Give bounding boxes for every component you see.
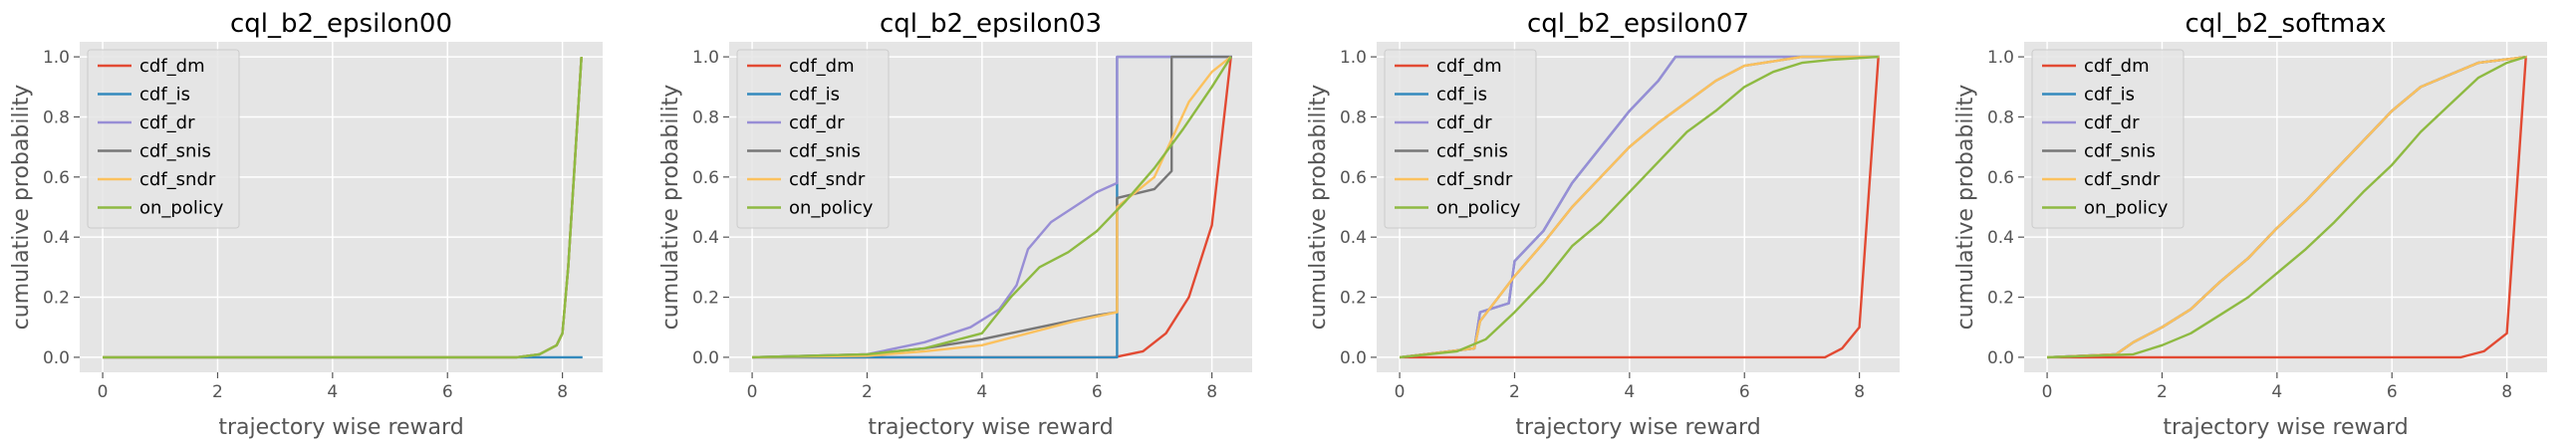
y-tick-label: 0.8 — [692, 108, 719, 127]
legend-label: cdf_sndr — [2084, 169, 2161, 190]
x-tick-label: 8 — [1854, 382, 1865, 402]
chart-panel-1: 0 2 4 6 8 0.0 0.2 0.4 0.6 0.8 1.0 cdf_dm cdf_is cdf_d… — [9, 9, 603, 440]
x-axis-label: trajectory wise reward — [218, 415, 463, 440]
legend-label: on_policy — [1436, 198, 1521, 219]
legend-label: cdf_sndr — [789, 169, 866, 190]
x-tick-label: 8 — [1206, 382, 1217, 402]
y-tick-label: 0.2 — [692, 289, 719, 309]
y-tick-label: 1.0 — [692, 48, 719, 68]
series-line-on-policy — [2047, 55, 2527, 359]
chart-title: cql_b2_softmax — [2185, 9, 2386, 39]
x-tick-label: 0 — [98, 382, 109, 402]
y-tick-label: 0.2 — [43, 289, 70, 309]
y-axis-label: cumulative probability — [1953, 85, 1978, 331]
legend-label: cdf_is — [2084, 85, 2135, 106]
legend-label: on_policy — [139, 198, 224, 219]
x-tick-label: 4 — [327, 382, 338, 402]
series-line-cdf-sndr — [1399, 55, 1880, 359]
y-axis-label: cumulative probability — [658, 85, 683, 331]
legend-label: cdf_dm — [139, 56, 205, 77]
x-tick-label: 4 — [2271, 382, 2282, 402]
series-line-cdf-dr — [1399, 55, 1880, 359]
x-tick-label: 0 — [747, 382, 758, 402]
x-tick-label: 8 — [557, 382, 568, 402]
legend-label: cdf_dr — [139, 112, 195, 133]
x-tick-label: 2 — [1509, 382, 1520, 402]
series-line-on-policy — [103, 57, 583, 359]
y-tick-label: 0.2 — [1340, 289, 1367, 309]
x-axis-label: trajectory wise reward — [868, 415, 1113, 440]
y-axis-label: cumulative probability — [9, 85, 34, 331]
x-tick-label: 2 — [212, 382, 223, 402]
y-tick-label: 0.6 — [43, 168, 70, 188]
legend-label: on_policy — [2084, 198, 2169, 219]
x-axis-label: trajectory wise reward — [1515, 415, 1760, 440]
y-tick-label: 0.6 — [1987, 168, 2014, 188]
x-tick-label: 4 — [976, 382, 987, 402]
legend-label: cdf_dr — [1436, 112, 1492, 133]
y-tick-label: 0.6 — [1340, 168, 1367, 188]
legend-label: cdf_snis — [139, 141, 211, 162]
y-tick-label: 1.0 — [1340, 48, 1367, 68]
chart-title: cql_b2_epsilon00 — [230, 9, 452, 39]
y-tick-label: 1.0 — [1987, 48, 2014, 68]
y-tick-label: 0.0 — [692, 348, 719, 368]
chart-panel-2: 0 2 4 6 8 0.0 0.2 0.4 0.6 0.8 1.0 cdf_dm cdf_is cdf_d… — [658, 9, 1252, 440]
legend-label: cdf_snis — [2084, 141, 2156, 162]
y-tick-label: 0.8 — [43, 108, 70, 127]
legend-label: cdf_is — [1436, 85, 1487, 106]
chart-panel-3: 0 2 4 6 8 0.0 0.2 0.4 0.6 0.8 1.0 cdf_dm cdf_is cdf_d… — [1306, 9, 1900, 440]
y-tick-label: 0.6 — [692, 168, 719, 188]
x-tick-label: 2 — [2157, 382, 2168, 402]
chart-title: cql_b2_epsilon07 — [1527, 9, 1749, 39]
x-tick-label: 8 — [2501, 382, 2512, 402]
y-tick-label: 0.8 — [1340, 108, 1367, 127]
legend-label: cdf_dr — [789, 112, 845, 133]
x-axis-label: trajectory wise reward — [2163, 415, 2408, 440]
legend-label: cdf_sndr — [139, 169, 216, 190]
y-tick-label: 0.2 — [1987, 289, 2014, 309]
y-tick-label: 0.4 — [692, 228, 719, 248]
x-tick-label: 6 — [2387, 382, 2398, 402]
legend-label: cdf_snis — [1436, 141, 1508, 162]
y-tick-label: 0.4 — [1987, 228, 2014, 248]
x-tick-label: 0 — [1395, 382, 1406, 402]
y-axis-label: cumulative probability — [1306, 85, 1331, 331]
series-line-on-policy — [752, 56, 1232, 359]
y-tick-label: 0.4 — [43, 228, 70, 248]
legend-label: cdf_snis — [789, 141, 861, 162]
y-tick-label: 0.4 — [1340, 228, 1367, 248]
series-line-cdf-dm — [1400, 57, 1880, 359]
chart-panel-4: 0 2 4 6 8 0.0 0.2 0.4 0.6 0.8 1.0 cdf_dm cdf_is cdf_d… — [1953, 9, 2547, 440]
y-tick-label: 0.8 — [1987, 108, 2014, 127]
x-tick-label: 0 — [2042, 382, 2053, 402]
series-line-cdf-dm — [2047, 57, 2527, 359]
chart-title: cql_b2_epsilon03 — [880, 9, 1102, 39]
legend-label: cdf_dm — [2084, 56, 2150, 77]
x-tick-label: 4 — [1624, 382, 1635, 402]
y-tick-label: 0.0 — [1340, 348, 1367, 368]
x-tick-label: 6 — [1092, 382, 1103, 402]
legend-label: cdf_is — [139, 85, 190, 106]
y-tick-label: 0.0 — [43, 348, 70, 368]
series-line-cdf-dr — [752, 55, 1232, 359]
legend-label: cdf_dr — [2084, 112, 2140, 133]
y-tick-label: 0.0 — [1987, 348, 2014, 368]
legend-label: cdf_dm — [1436, 56, 1502, 77]
x-tick-label: 6 — [1739, 382, 1750, 402]
legend-label: on_policy — [789, 198, 874, 219]
series-line-cdf-sndr — [752, 56, 1232, 359]
x-tick-label: 6 — [442, 382, 453, 402]
legend-label: cdf_sndr — [1436, 169, 1513, 190]
series-line-on-policy — [1399, 55, 1879, 359]
legend-label: cdf_is — [789, 85, 840, 106]
x-tick-label: 2 — [862, 382, 873, 402]
series-line-cdf-sndr — [2047, 55, 2527, 359]
legend-label: cdf_dm — [789, 56, 855, 77]
y-tick-label: 1.0 — [43, 48, 70, 68]
